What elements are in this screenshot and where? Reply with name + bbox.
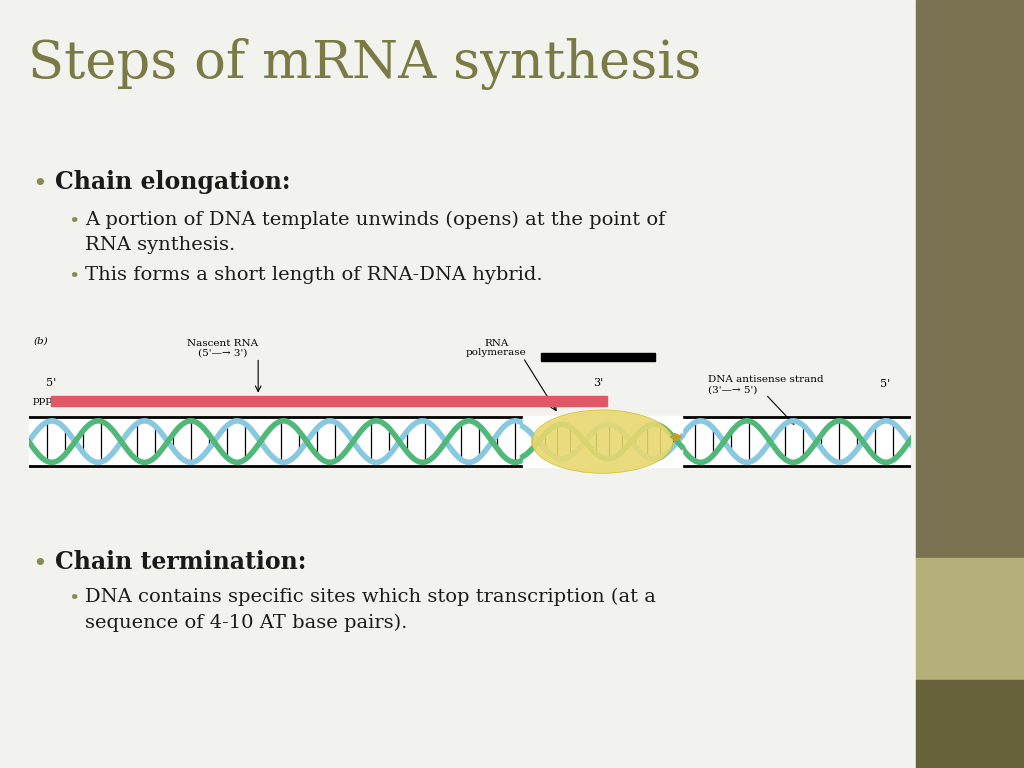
Text: pppA: pppA [33, 396, 60, 405]
Bar [25, 417, 915, 466]
Bar [541, 353, 655, 361]
Text: (5'—→ 3'): (5'—→ 3') [199, 348, 248, 357]
Text: •: • [32, 173, 47, 196]
Text: (b): (b) [33, 336, 48, 346]
Text: Chain elongation:: Chain elongation: [55, 170, 291, 194]
Text: A portion of DNA template unwinds (opens) at the point of
RNA synthesis.: A portion of DNA template unwinds (opens… [85, 211, 666, 254]
Text: This forms a short length of RNA-DNA hybrid.: This forms a short length of RNA-DNA hyb… [85, 266, 543, 284]
Text: DNA contains specific sites which stop transcription (at a
sequence of 4-10 AT b: DNA contains specific sites which stop t… [85, 588, 656, 631]
Text: •: • [68, 268, 80, 286]
Text: Steps of mRNA synthesis: Steps of mRNA synthesis [28, 38, 701, 90]
Text: Nascent RNA: Nascent RNA [187, 339, 258, 348]
Bar [916, 558, 1024, 680]
Text: Chain termination:: Chain termination: [55, 550, 306, 574]
Bar [916, 680, 1024, 768]
Bar [51, 396, 607, 406]
Bar [523, 416, 682, 467]
Text: 3': 3' [594, 379, 604, 389]
Text: 5': 5' [46, 379, 56, 389]
Text: 5': 5' [881, 379, 891, 389]
Text: •: • [32, 553, 47, 576]
Text: DNA antisense strand: DNA antisense strand [709, 375, 824, 384]
Text: polymerase: polymerase [466, 348, 527, 357]
Text: RNA: RNA [484, 339, 509, 348]
Text: •: • [68, 213, 80, 231]
Text: •: • [68, 590, 80, 608]
Bar [916, 0, 1024, 558]
Text: (3'—→ 5'): (3'—→ 5') [709, 385, 758, 394]
Ellipse shape [531, 410, 673, 473]
